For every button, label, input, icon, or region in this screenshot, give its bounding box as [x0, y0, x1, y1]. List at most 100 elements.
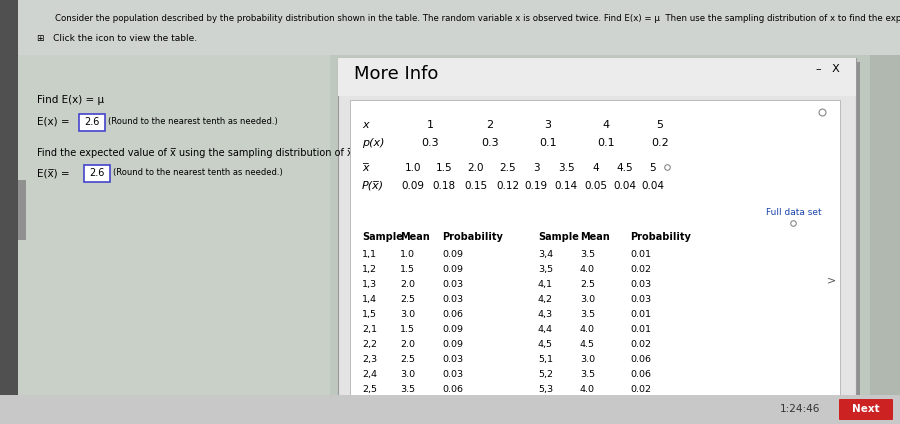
Text: x̅: x̅: [362, 163, 369, 173]
Text: 1.5: 1.5: [400, 265, 415, 274]
Text: 3.0: 3.0: [400, 370, 415, 379]
Text: 0.09: 0.09: [442, 340, 463, 349]
Text: 2,3: 2,3: [362, 355, 377, 364]
Text: (Round to the nearest tenth as needed.): (Round to the nearest tenth as needed.): [113, 168, 283, 177]
Text: 4: 4: [602, 120, 609, 130]
FancyBboxPatch shape: [84, 165, 110, 182]
Text: 4.5: 4.5: [616, 163, 634, 173]
Text: 0.1: 0.1: [539, 138, 557, 148]
Text: Find E(x) = μ: Find E(x) = μ: [37, 95, 104, 105]
Text: Probability: Probability: [630, 232, 691, 242]
Text: 0.03: 0.03: [630, 295, 651, 304]
Text: 0.03: 0.03: [442, 370, 464, 379]
Text: 0.04: 0.04: [614, 181, 636, 191]
Text: 0.03: 0.03: [442, 280, 464, 289]
Text: 0.01: 0.01: [630, 325, 651, 334]
Text: 3.5: 3.5: [558, 163, 574, 173]
Text: 5.0: 5.0: [580, 415, 595, 424]
Text: 0.01: 0.01: [630, 310, 651, 319]
Text: 1.0: 1.0: [400, 250, 415, 259]
Bar: [350, 100, 840, 396]
Text: 0.03: 0.03: [442, 400, 464, 409]
Text: 3,1: 3,1: [362, 400, 377, 409]
Text: Next: Next: [852, 404, 880, 414]
Text: 3,4: 3,4: [538, 250, 554, 259]
Text: 2,4: 2,4: [362, 370, 377, 379]
Text: 2,1: 2,1: [362, 325, 377, 334]
Text: 0.04: 0.04: [642, 181, 664, 191]
Text: 3.5: 3.5: [580, 310, 595, 319]
FancyBboxPatch shape: [79, 114, 105, 131]
Text: 0.03: 0.03: [442, 415, 464, 424]
Text: 2.5: 2.5: [500, 163, 517, 173]
Text: 5: 5: [656, 120, 663, 130]
Text: 5,3: 5,3: [538, 385, 554, 394]
Text: 4.0: 4.0: [580, 325, 595, 334]
Bar: [0, 395, 900, 424]
Text: 3.5: 3.5: [400, 385, 415, 394]
Text: 4,5: 4,5: [538, 340, 553, 349]
Text: 0.02: 0.02: [630, 265, 651, 274]
Text: 2.0: 2.0: [468, 163, 484, 173]
Text: 0.02: 0.02: [630, 385, 651, 394]
Text: (Round to the nearest tenth as needed.): (Round to the nearest tenth as needed.): [108, 117, 278, 126]
Text: 2,2: 2,2: [362, 340, 377, 349]
Text: 2.0: 2.0: [400, 400, 415, 409]
Text: 0.12: 0.12: [497, 181, 519, 191]
Text: 5,1: 5,1: [538, 355, 553, 364]
Text: 3.0: 3.0: [580, 355, 595, 364]
Text: 0.09: 0.09: [442, 250, 463, 259]
Text: Full data set: Full data set: [767, 208, 822, 217]
Text: Consider the population described by the probability distribution shown in the t: Consider the population described by the…: [55, 14, 900, 23]
Bar: [18, 55, 330, 424]
Text: 5,2: 5,2: [538, 370, 553, 379]
Text: 0.19: 0.19: [525, 181, 547, 191]
Text: 1.5: 1.5: [400, 325, 415, 334]
Text: 0.14: 0.14: [554, 181, 578, 191]
Text: 0.3: 0.3: [482, 138, 499, 148]
Text: 0.02: 0.02: [630, 340, 651, 349]
Text: 3: 3: [533, 163, 539, 173]
Text: More Info: More Info: [354, 65, 438, 83]
Text: 3: 3: [544, 120, 552, 130]
Text: 4,3: 4,3: [538, 310, 554, 319]
Text: 5: 5: [650, 163, 656, 173]
Text: 3.5: 3.5: [580, 370, 595, 379]
Text: 2.5: 2.5: [400, 355, 415, 364]
Text: Mean: Mean: [400, 232, 430, 242]
Text: –   X: – X: [816, 64, 840, 74]
Text: p(x): p(x): [362, 138, 384, 148]
Text: 2.5: 2.5: [580, 280, 595, 289]
Text: 4,1: 4,1: [538, 280, 553, 289]
Text: Sample: Sample: [362, 232, 403, 242]
Text: 4: 4: [593, 163, 599, 173]
Text: 2,5: 2,5: [362, 385, 377, 394]
Text: 0.15: 0.15: [464, 181, 488, 191]
Text: 4.5: 4.5: [580, 340, 595, 349]
Text: 0.02: 0.02: [630, 400, 651, 409]
Text: 0.2: 0.2: [651, 138, 669, 148]
Text: 2.6: 2.6: [85, 117, 100, 127]
Text: 3.0: 3.0: [400, 310, 415, 319]
Text: 1,2: 1,2: [362, 265, 377, 274]
Text: 5,5: 5,5: [538, 415, 553, 424]
Text: 0.18: 0.18: [432, 181, 455, 191]
Bar: [0, 0, 18, 424]
Text: 4.0: 4.0: [580, 265, 595, 274]
Text: 1.0: 1.0: [405, 163, 421, 173]
Text: 4.0: 4.0: [580, 385, 595, 394]
Text: 0.01: 0.01: [630, 250, 651, 259]
Text: 0.04: 0.04: [630, 415, 651, 424]
Text: Mean: Mean: [580, 232, 610, 242]
Text: 3.5: 3.5: [580, 250, 595, 259]
Bar: [338, 58, 856, 406]
Text: 0.06: 0.06: [630, 355, 651, 364]
Bar: [342, 62, 860, 410]
Text: 0.09: 0.09: [442, 265, 463, 274]
Text: 1,5: 1,5: [362, 310, 377, 319]
Text: ⊞   Click the icon to view the table.: ⊞ Click the icon to view the table.: [37, 34, 197, 43]
Text: 3.0: 3.0: [580, 295, 595, 304]
Text: 0.03: 0.03: [442, 295, 464, 304]
Bar: [338, 58, 856, 96]
Text: Sample: Sample: [538, 232, 579, 242]
